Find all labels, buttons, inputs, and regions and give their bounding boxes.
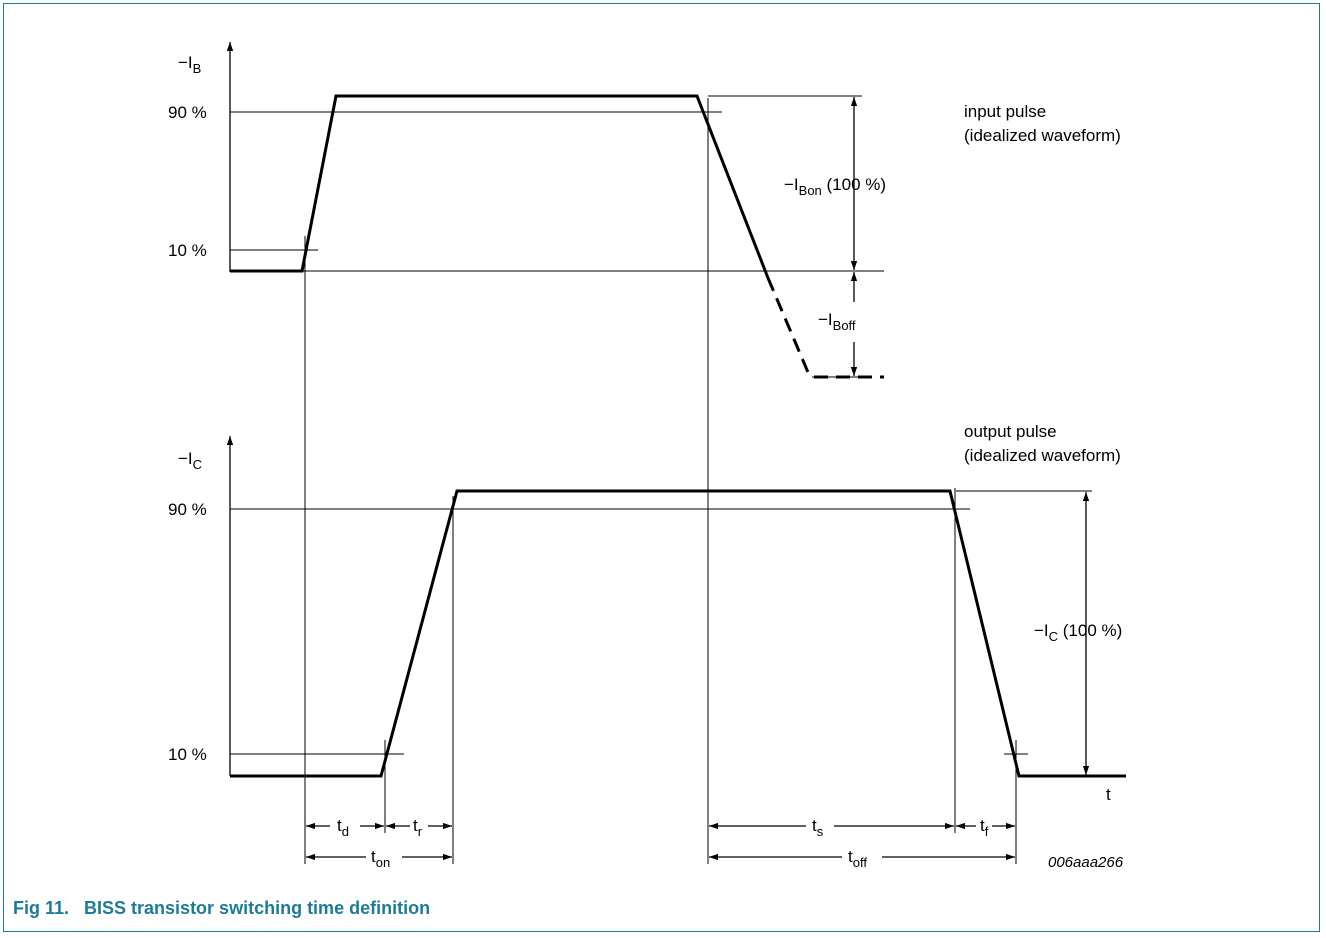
t-axis-label: t xyxy=(1106,785,1111,804)
input-pulse-label: input pulse xyxy=(964,102,1046,121)
figure-code: 006aaa266 xyxy=(1048,854,1124,871)
toff-label: toff xyxy=(848,847,867,870)
output-pulse-waveform xyxy=(230,489,1126,778)
input-10-label: 10 % xyxy=(168,241,207,260)
input-pulse-dashed-fall xyxy=(766,277,812,378)
output-10-label: 10 % xyxy=(168,745,207,764)
output-pulse-sublabel: (idealized waveform) xyxy=(964,446,1121,465)
figure-frame xyxy=(3,3,1320,932)
td-label: td xyxy=(337,816,349,839)
ton-label: ton xyxy=(371,847,390,870)
tf-label: tf xyxy=(980,816,989,839)
ib-axis-label: −IB xyxy=(178,53,201,76)
ic100-label: −IC (100 %) xyxy=(1034,621,1122,644)
tr-label: tr xyxy=(413,816,423,839)
input-90-label: 90 % xyxy=(168,103,207,122)
figure-caption: Fig 11. BISS transistor switching time d… xyxy=(13,898,431,918)
ic-axis-label: −IC xyxy=(178,449,202,472)
output-90-label: 90 % xyxy=(168,500,207,519)
iboff-label: −IBoff xyxy=(818,310,856,333)
input-pulse-sublabel: (idealized waveform) xyxy=(964,126,1121,145)
ts-label: ts xyxy=(812,816,824,839)
ibon-label: −IBon (100 %) xyxy=(784,175,886,198)
output-pulse-label: output pulse xyxy=(964,422,1057,441)
input-pulse-waveform xyxy=(230,94,770,279)
